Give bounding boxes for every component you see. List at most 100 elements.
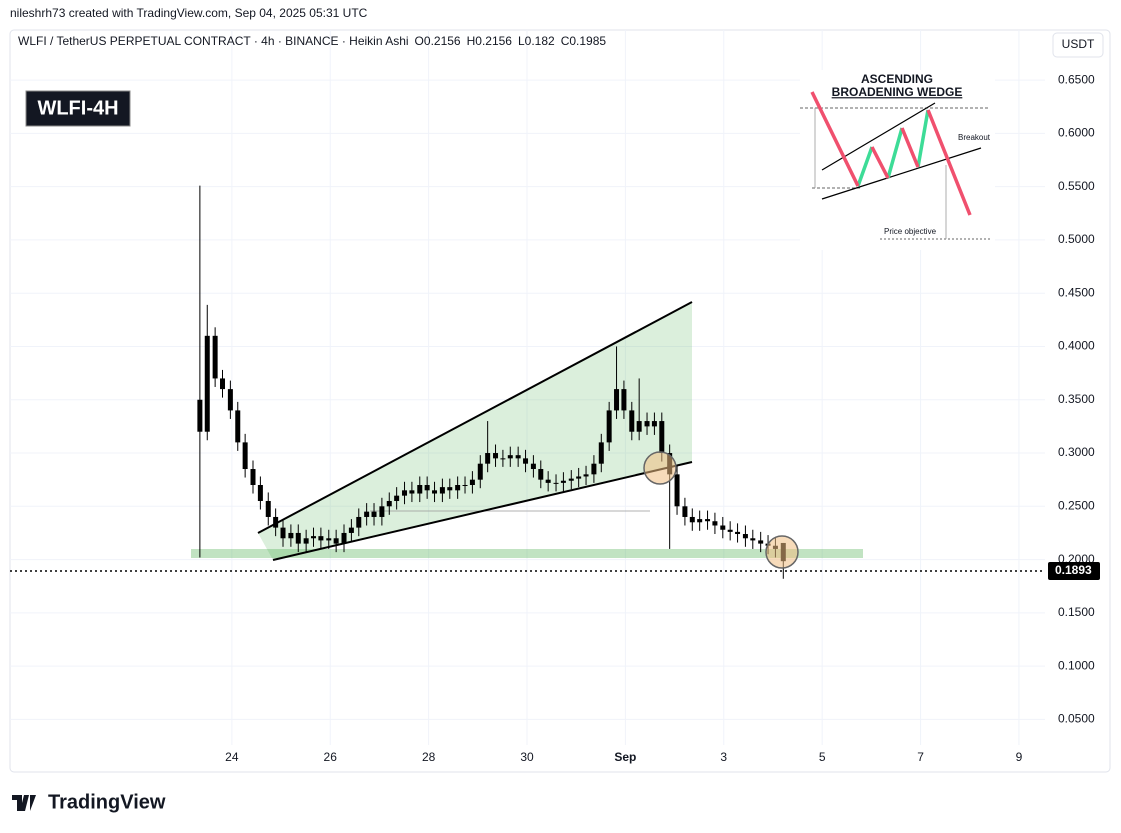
candle-body [614, 389, 620, 411]
candle-body [644, 421, 650, 427]
candle-body [576, 476, 582, 479]
candle-body [424, 485, 430, 491]
candle-body [515, 455, 521, 459]
candle-body [621, 389, 627, 411]
ohlc-label: L [518, 34, 525, 48]
lower-trendline [272, 461, 693, 561]
candle-body [326, 538, 332, 541]
candle-body [568, 478, 574, 481]
x-tick-label: Sep [614, 750, 636, 764]
candle-body [409, 490, 415, 494]
candle-body [720, 525, 726, 530]
candle-body [341, 532, 347, 544]
candle-body [606, 410, 612, 443]
last-price-tag [1048, 561, 1100, 580]
candle-body [545, 479, 551, 483]
candle-body [758, 540, 764, 544]
logo-icon [12, 795, 36, 811]
currency[interactable]: USDT [1062, 37, 1095, 51]
y-tick-label: 0.6500 [1058, 72, 1095, 86]
candle-body [629, 410, 635, 432]
candle-body [485, 453, 491, 464]
symbol-line: WLFI / TetherUS PERPETUAL CONTRACT · 4h … [18, 34, 606, 48]
support-zone [191, 549, 863, 558]
candle-body [371, 511, 377, 517]
candle-body [295, 532, 301, 544]
candle-body [311, 536, 317, 539]
candle-body [333, 538, 339, 544]
candle-body [394, 495, 400, 501]
candle-body [591, 463, 597, 475]
candle-body [402, 490, 408, 496]
inset-up-leg [856, 109, 930, 187]
candle-body [356, 516, 362, 528]
y-tick-label: 0.4500 [1058, 285, 1095, 299]
inset-label: Price objective [884, 227, 937, 236]
candle-body [348, 527, 354, 533]
candle-body [560, 480, 566, 483]
last-price-label: 0.1893 [1055, 563, 1092, 577]
x-tick-label: 30 [520, 750, 534, 764]
candle-body [689, 516, 695, 523]
candle-body [303, 538, 309, 544]
y-tick-label: 0.3000 [1058, 445, 1095, 459]
candle-body [735, 531, 741, 535]
candle-body [523, 458, 529, 464]
candle-body [598, 442, 604, 464]
candle-body [462, 485, 468, 486]
y-tick-label: 0.6000 [1058, 126, 1095, 140]
candle-body [636, 421, 642, 432]
candle-body [273, 516, 279, 528]
y-tick-label: 0.5000 [1058, 232, 1095, 246]
candle-body [288, 532, 294, 539]
inset-down-leg [810, 91, 972, 216]
candle-body [500, 458, 506, 460]
candle-body [257, 485, 263, 501]
currency-button[interactable] [1052, 32, 1104, 58]
candle-body [250, 469, 256, 485]
y-tick-label: 0.1000 [1058, 658, 1095, 672]
inset-label: Breakout [958, 133, 991, 142]
candle-body [697, 519, 703, 523]
ohlc-label: H [467, 34, 476, 48]
y-tick-label: 0.4000 [1058, 339, 1095, 353]
credit: nileshrh73 created with TradingView.com,… [10, 6, 368, 20]
candle-body [651, 421, 657, 427]
candle-body [750, 538, 756, 541]
y-tick-label: 0.3500 [1058, 392, 1095, 406]
candle-body [220, 378, 226, 390]
candle-body [659, 421, 665, 454]
candle-body [447, 487, 453, 491]
inset-bg [800, 70, 995, 250]
candle-body [227, 389, 233, 411]
ohlc-value: 0.1985 [569, 34, 606, 48]
ohlc-label: C [561, 34, 570, 48]
candle-body [379, 506, 385, 517]
candle-body [507, 455, 513, 459]
ohlc-value: 0.2156 [424, 34, 461, 48]
candle-body [235, 410, 241, 443]
candle-body [727, 529, 733, 532]
candle-body [318, 536, 324, 541]
wedge-fill [258, 302, 692, 560]
badge: WLFI-4H [37, 97, 118, 119]
candle-body [432, 490, 438, 494]
ohlc-value: 0.2156 [475, 34, 512, 48]
inset-title: ASCENDING [861, 72, 933, 86]
x-tick-label: 7 [917, 750, 924, 764]
candle-body [538, 469, 544, 480]
candle-body [477, 463, 483, 480]
inset-title: BROADENING WEDGE [832, 85, 963, 99]
ohlc-value: 0.182 [525, 34, 555, 48]
x-tick-label: 9 [1016, 750, 1023, 764]
candle-body [583, 474, 589, 477]
highlight-circle [765, 535, 799, 569]
candle-body [530, 463, 536, 470]
candle-body [742, 534, 748, 539]
candle-body [204, 335, 210, 432]
candle-body [553, 482, 559, 484]
x-tick-label: 24 [225, 750, 239, 764]
badge-bg [25, 90, 131, 127]
